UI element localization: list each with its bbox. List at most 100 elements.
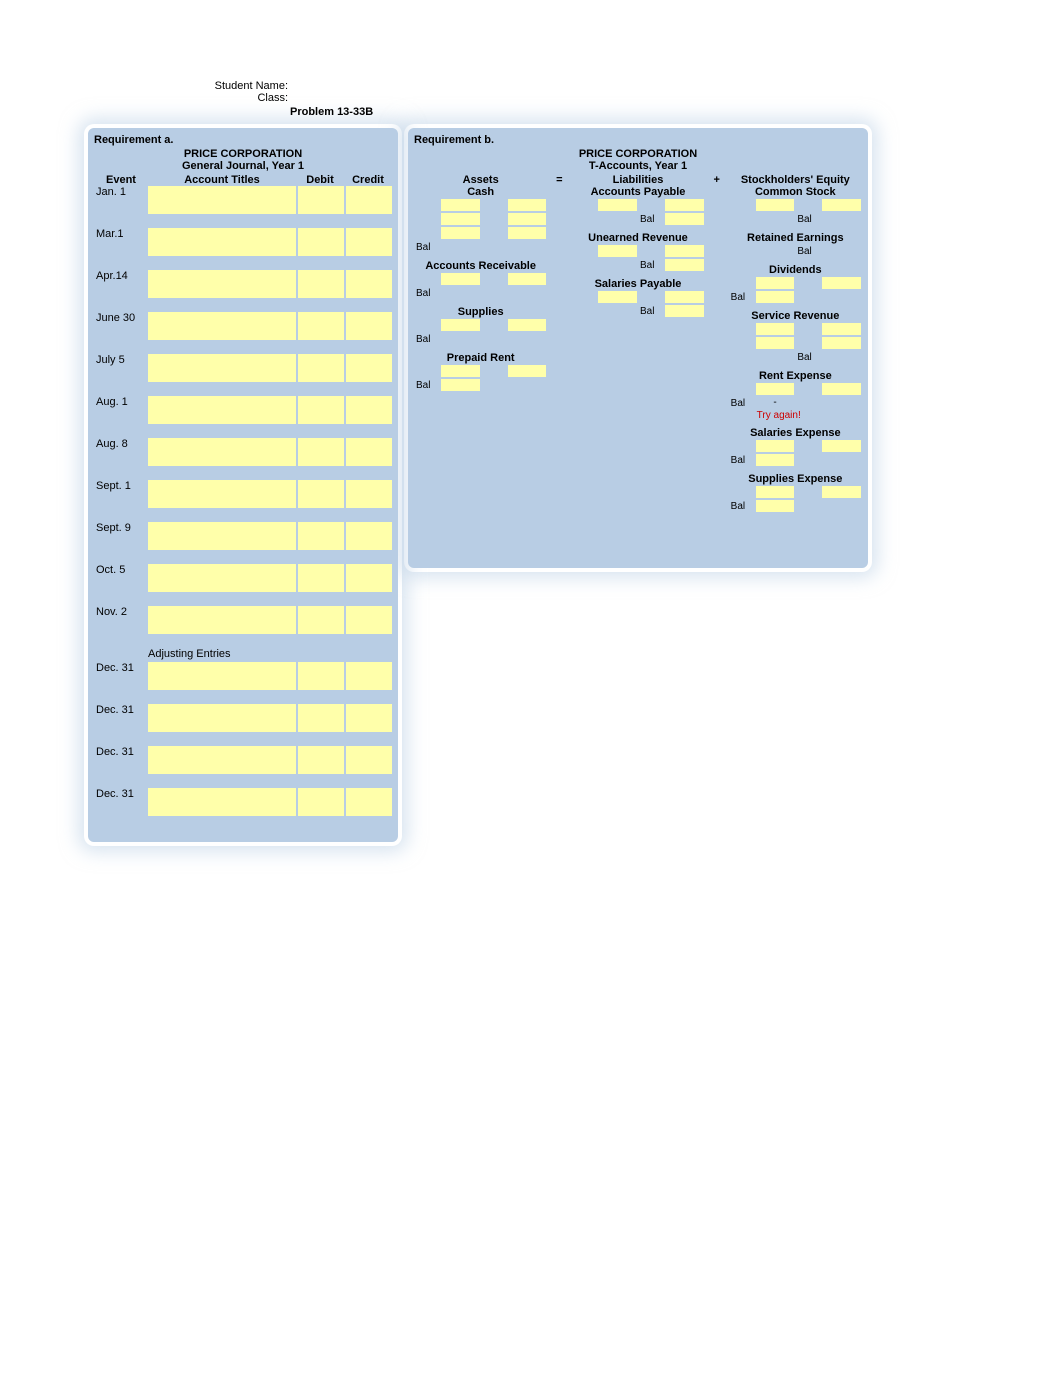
salx-cell[interactable] [756,440,795,452]
debit-cell[interactable] [298,522,344,536]
credit-cell[interactable] [346,396,392,410]
debit-cell[interactable] [298,802,344,816]
debit-cell[interactable] [298,438,344,452]
cs-cell[interactable] [756,199,795,211]
unrev-bal[interactable] [665,259,704,271]
div-cell[interactable] [756,277,795,289]
credit-cell[interactable] [346,718,392,732]
credit-cell[interactable] [346,704,392,718]
credit-cell[interactable] [346,578,392,592]
debit-cell[interactable] [298,368,344,382]
account-title-cell[interactable] [148,480,296,494]
debit-cell[interactable] [298,760,344,774]
cs-cell[interactable] [822,199,861,211]
debit-cell[interactable] [298,494,344,508]
salpay-cell[interactable] [598,291,637,303]
credit-cell[interactable] [346,452,392,466]
salx-cell[interactable] [822,440,861,452]
debit-cell[interactable] [298,606,344,620]
debit-cell[interactable] [298,270,344,284]
supx-cell[interactable] [822,486,861,498]
credit-cell[interactable] [346,284,392,298]
rentx-cell[interactable] [756,383,795,395]
debit-cell[interactable] [298,620,344,634]
supplies-cell[interactable] [508,319,547,331]
rentx-cell[interactable] [822,383,861,395]
credit-cell[interactable] [346,564,392,578]
debit-cell[interactable] [298,452,344,466]
cash-cell[interactable] [441,227,480,239]
debit-cell[interactable] [298,326,344,340]
salpay-bal[interactable] [665,305,704,317]
account-title-cell[interactable] [148,270,296,284]
debit-cell[interactable] [298,480,344,494]
account-title-cell[interactable] [148,536,296,550]
supx-bal[interactable] [756,500,795,512]
debit-cell[interactable] [298,186,344,200]
credit-cell[interactable] [346,270,392,284]
debit-cell[interactable] [298,396,344,410]
account-title-cell[interactable] [148,242,296,256]
account-title-cell[interactable] [148,802,296,816]
unrev-cell[interactable] [665,245,704,257]
cash-cell[interactable] [508,227,547,239]
account-title-cell[interactable] [148,760,296,774]
credit-cell[interactable] [346,802,392,816]
debit-cell[interactable] [298,564,344,578]
credit-cell[interactable] [346,186,392,200]
credit-cell[interactable] [346,606,392,620]
credit-cell[interactable] [346,480,392,494]
debit-cell[interactable] [298,746,344,760]
credit-cell[interactable] [346,326,392,340]
credit-cell[interactable] [346,620,392,634]
credit-cell[interactable] [346,676,392,690]
credit-cell[interactable] [346,438,392,452]
account-title-cell[interactable] [148,200,296,214]
account-title-cell[interactable] [148,326,296,340]
credit-cell[interactable] [346,662,392,676]
credit-cell[interactable] [346,312,392,326]
ap-bal[interactable] [665,213,704,225]
credit-cell[interactable] [346,242,392,256]
account-title-cell[interactable] [148,564,296,578]
account-title-cell[interactable] [148,312,296,326]
unrev-cell[interactable] [598,245,637,257]
credit-cell[interactable] [346,410,392,424]
account-title-cell[interactable] [148,788,296,802]
ar-cell[interactable] [441,273,480,285]
account-title-cell[interactable] [148,410,296,424]
account-title-cell[interactable] [148,186,296,200]
ap-cell[interactable] [665,199,704,211]
credit-cell[interactable] [346,536,392,550]
credit-cell[interactable] [346,228,392,242]
debit-cell[interactable] [298,354,344,368]
prerent-cell[interactable] [441,365,480,377]
credit-cell[interactable] [346,788,392,802]
debit-cell[interactable] [298,200,344,214]
debit-cell[interactable] [298,410,344,424]
account-title-cell[interactable] [148,438,296,452]
debit-cell[interactable] [298,718,344,732]
account-title-cell[interactable] [148,284,296,298]
account-title-cell[interactable] [148,662,296,676]
credit-cell[interactable] [346,760,392,774]
cash-cell[interactable] [508,213,547,225]
account-title-cell[interactable] [148,354,296,368]
prerent-bal[interactable] [441,379,480,391]
debit-cell[interactable] [298,536,344,550]
account-title-cell[interactable] [148,746,296,760]
salpay-cell[interactable] [665,291,704,303]
srev-cell[interactable] [756,337,795,349]
credit-cell[interactable] [346,200,392,214]
account-title-cell[interactable] [148,368,296,382]
credit-cell[interactable] [346,494,392,508]
ap-cell[interactable] [598,199,637,211]
cash-cell[interactable] [441,213,480,225]
account-title-cell[interactable] [148,718,296,732]
supx-cell[interactable] [756,486,795,498]
debit-cell[interactable] [298,312,344,326]
credit-cell[interactable] [346,522,392,536]
ar-cell[interactable] [508,273,547,285]
account-title-cell[interactable] [148,522,296,536]
debit-cell[interactable] [298,662,344,676]
